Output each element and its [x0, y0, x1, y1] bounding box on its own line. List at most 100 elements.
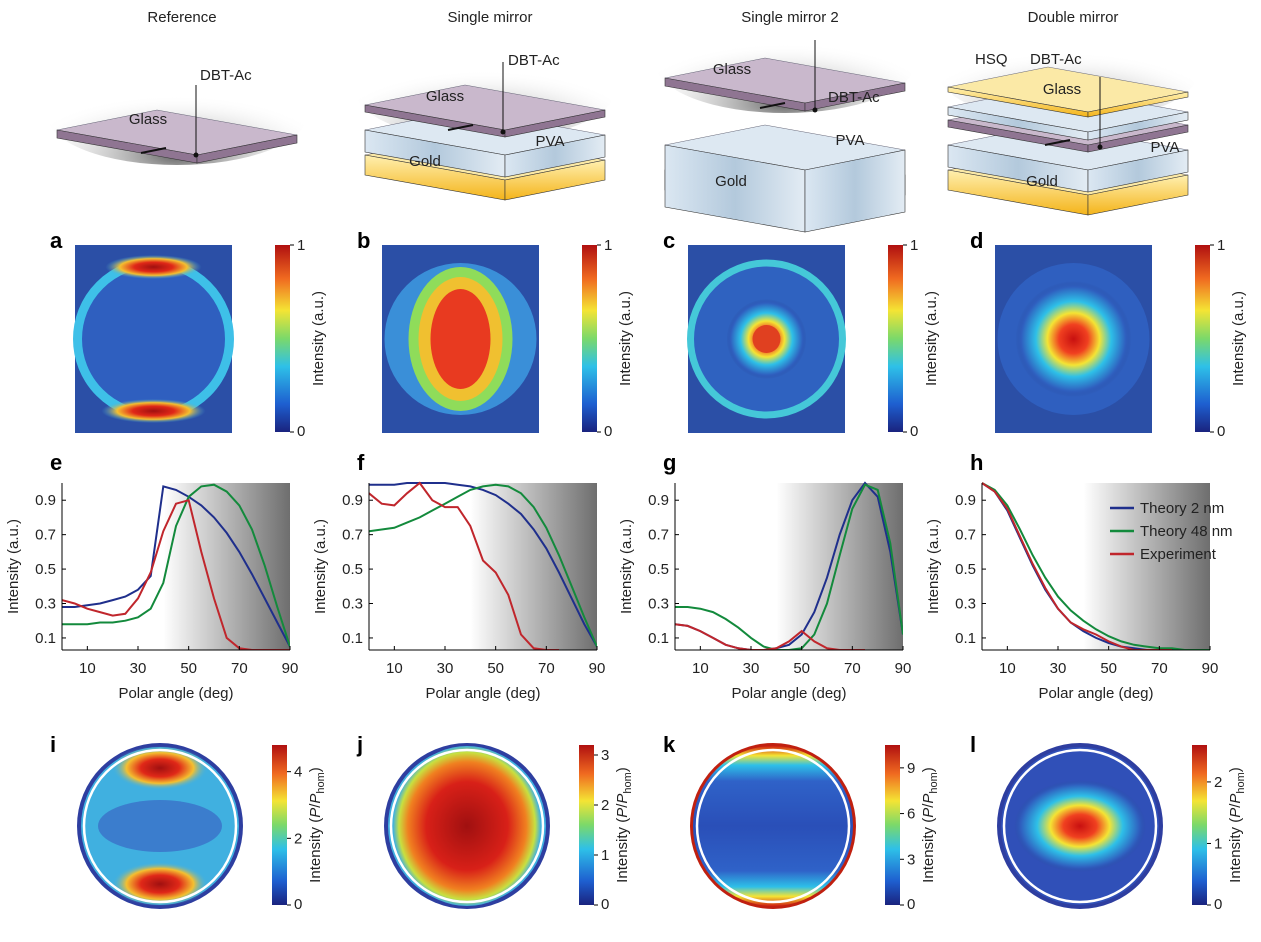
layer-label: Glass: [1043, 81, 1081, 98]
x-tick-label: 50: [487, 660, 504, 677]
colorbar-label-part: P: [307, 794, 324, 804]
x-tick-label: 70: [844, 660, 861, 677]
colorbar-label-part: P: [1227, 808, 1244, 818]
pointer-dot: [1098, 145, 1103, 150]
shaded-region: [776, 483, 903, 650]
x-tick-label: 70: [231, 660, 248, 677]
colorbar-label-part: P: [920, 794, 937, 804]
colorbar-tick-label: 2: [1214, 774, 1222, 791]
colorbar-tick-label: 6: [907, 806, 915, 823]
layer-label: DBT-Ac: [508, 52, 560, 69]
y-tick-label: 0.5: [342, 561, 363, 578]
x-tick-label: 90: [895, 660, 912, 677]
colorbar: [1195, 245, 1210, 432]
y-axis-label: Intensity (a.u.): [925, 519, 942, 614]
panel-letter: f: [357, 450, 365, 475]
colorbar-label-part: P: [920, 808, 937, 818]
colorbar-label: Intensity (a.u.): [617, 291, 634, 386]
colorbar-label-part: Intensity (a.u.): [1230, 291, 1247, 386]
colorbar-tick-label: 2: [294, 830, 302, 847]
x-tick-label: 30: [1050, 660, 1067, 677]
panel-letter: e: [50, 450, 62, 475]
colorbar-label-part: ): [1227, 767, 1244, 772]
colorbar-label-part: ): [614, 767, 631, 772]
y-axis-label: Intensity (a.u.): [312, 519, 329, 614]
colorbar-label-part: hom: [622, 772, 634, 793]
shaded-region: [163, 483, 290, 650]
colorbar-label: Intensity (P/Phom): [307, 767, 327, 883]
y-tick-label: 0.3: [955, 596, 976, 613]
legend-label: Experiment: [1140, 546, 1217, 563]
lobe: [112, 746, 208, 790]
colorbar-label-part: P: [614, 794, 631, 804]
y-tick-label: 0.1: [955, 630, 976, 647]
colorbar: [272, 745, 287, 905]
colorbar-tick-label: 1: [1217, 237, 1225, 254]
lobe: [106, 255, 202, 279]
panel-letter: k: [663, 732, 676, 757]
layer-label: Glass: [129, 111, 167, 128]
spot-core: [753, 325, 781, 353]
x-axis-label: Polar angle (deg): [731, 685, 846, 702]
y-tick-label: 0.5: [955, 561, 976, 578]
layer-label: HSQ: [975, 51, 1008, 68]
x-axis-label: Polar angle (deg): [118, 685, 233, 702]
x-tick-label: 70: [538, 660, 555, 677]
colorbar-tick-label: 0: [294, 896, 302, 913]
y-tick-label: 0.3: [342, 596, 363, 613]
y-tick-label: 0.9: [35, 492, 56, 509]
colorbar-label-part: P: [307, 808, 324, 818]
pointer-dot: [501, 130, 506, 135]
x-tick-label: 10: [79, 660, 96, 677]
colorbar-tick-label: 4: [294, 764, 302, 781]
spot: [1016, 281, 1132, 397]
colorbar-label: Intensity (a.u.): [1230, 291, 1247, 386]
pointer-dot: [194, 153, 199, 158]
x-tick-label: 70: [1151, 660, 1168, 677]
panel-letter: l: [970, 732, 976, 757]
x-tick-label: 50: [793, 660, 810, 677]
panel-letter: a: [50, 228, 63, 253]
y-tick-label: 0.7: [955, 527, 976, 544]
colorbar-label-part: Intensity (: [1227, 818, 1244, 883]
colorbar-label: Intensity (P/Phom): [614, 767, 634, 883]
x-tick-label: 90: [589, 660, 606, 677]
colorbar-tick-label: 1: [1214, 835, 1222, 852]
colorbar-tick-label: 3: [601, 747, 609, 764]
layer-label: Gold: [1026, 173, 1058, 190]
colorbar-tick-label: 0: [1217, 423, 1225, 440]
layer-label: DBT-Ac: [828, 89, 880, 106]
y-tick-label: 0.1: [35, 630, 56, 647]
x-tick-label: 90: [282, 660, 299, 677]
x-tick-label: 10: [386, 660, 403, 677]
colorbar-tick-label: 9: [907, 760, 915, 777]
x-tick-label: 30: [437, 660, 454, 677]
colorbar-label-part: P: [1227, 794, 1244, 804]
colorbar-tick-label: 0: [907, 896, 915, 913]
y-tick-label: 0.9: [648, 492, 669, 509]
colorbar-tick-label: 0: [601, 896, 609, 913]
colorbar-label-part: ): [307, 767, 324, 772]
colorbar-label-part: hom: [1235, 772, 1247, 793]
ring: [78, 263, 230, 415]
layer-label: Gold: [409, 153, 441, 170]
colorbar-tick-label: 2: [601, 797, 609, 814]
colorbar-label-part: Intensity (a.u.): [617, 291, 634, 386]
colorbar-label-part: P: [614, 808, 631, 818]
colorbar-label-part: Intensity (: [307, 818, 324, 883]
panel-letter: d: [970, 228, 983, 253]
colorbar-label: Intensity (P/Phom): [920, 767, 940, 883]
layer-label: DBT-Ac: [1030, 51, 1082, 68]
x-tick-label: 30: [743, 660, 760, 677]
y-tick-label: 0.1: [342, 630, 363, 647]
colorbar-label-part: Intensity (a.u.): [310, 291, 327, 386]
colorbar-tick-label: 1: [297, 237, 305, 254]
x-tick-label: 10: [999, 660, 1016, 677]
x-tick-label: 30: [130, 660, 147, 677]
x-tick-label: 10: [692, 660, 709, 677]
center: [98, 800, 222, 852]
colorbar-label: Intensity (a.u.): [310, 291, 327, 386]
colorbar-label-part: Intensity (: [920, 818, 937, 883]
y-tick-label: 0.3: [648, 596, 669, 613]
column-title: Single mirror: [447, 9, 532, 26]
